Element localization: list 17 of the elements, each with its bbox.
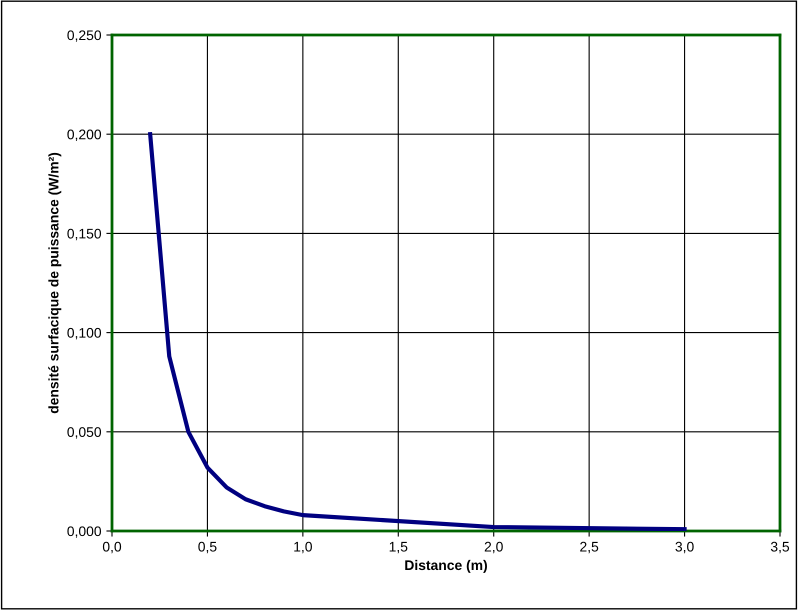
y-tick-label: 0,000 bbox=[67, 526, 102, 538]
x-tick-label: 3,5 bbox=[770, 542, 790, 554]
x-axis-title: Distance (m) bbox=[405, 560, 487, 573]
x-tick-label: 2,5 bbox=[580, 542, 598, 554]
x-tick-label: 1,0 bbox=[294, 542, 312, 554]
x-tick-label: 1,5 bbox=[390, 542, 408, 554]
y-tick-label: 0,200 bbox=[67, 130, 102, 142]
x-tick-label: 3,0 bbox=[675, 542, 694, 554]
y-tick-label: 0,100 bbox=[67, 328, 102, 340]
x-tick-label: 0,5 bbox=[198, 542, 216, 554]
x-tick-label: 2,0 bbox=[484, 542, 503, 554]
y-axis-title: densité surfacique de puissance (W/m²) bbox=[48, 152, 62, 414]
x-tick-label: 0,0 bbox=[102, 542, 122, 554]
y-tick-label: 0,050 bbox=[67, 427, 102, 439]
y-tick-label: 0,150 bbox=[67, 228, 102, 240]
y-tick-label: 0,250 bbox=[67, 30, 102, 42]
line-series bbox=[148, 132, 687, 531]
